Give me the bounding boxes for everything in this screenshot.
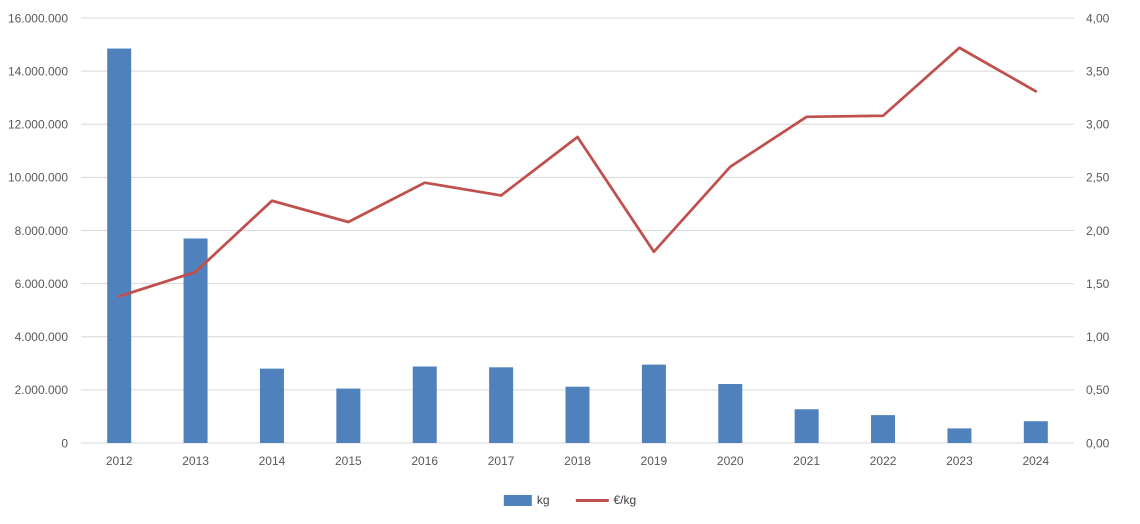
y-right-tick-label: 4,00 (1086, 11, 1110, 25)
x-tick-label-2014: 2014 (259, 454, 286, 468)
y-left-tick-label: 4.000.000 (15, 330, 69, 344)
legend-label-kg: kg (536, 493, 550, 507)
x-tick-label-2016: 2016 (411, 454, 438, 468)
line-series-swatch (575, 498, 609, 502)
y-left-tick-label: 16.000.000 (8, 11, 68, 25)
legend-item-eur-per-kg: €/kg (575, 493, 637, 507)
y-left-tick-label: 6.000.000 (15, 277, 69, 291)
y-right-tick-label: 3,50 (1086, 64, 1110, 78)
gridlines (81, 17, 1074, 444)
y-right-tick-label: 2,50 (1086, 171, 1110, 185)
bar-2013 (183, 238, 208, 443)
x-tick-label-2017: 2017 (488, 454, 515, 468)
bar-2024 (1023, 421, 1048, 443)
x-tick-label-2024: 2024 (1022, 454, 1049, 468)
bar-2021 (794, 409, 819, 443)
bar-series-swatch (503, 494, 532, 506)
x-tick-label-2019: 2019 (641, 454, 668, 468)
y-left-tick-label: 10.000.000 (8, 171, 68, 185)
x-tick-label-2015: 2015 (335, 454, 362, 468)
y-right-tick-label: 3,00 (1086, 118, 1110, 132)
bar-2022 (871, 415, 896, 443)
x-tick-label-2021: 2021 (793, 454, 820, 468)
bar-2015 (336, 388, 361, 443)
bar-2023 (947, 428, 972, 443)
x-tick-label-2018: 2018 (564, 454, 591, 468)
y-right-tick-label: 1,00 (1086, 330, 1110, 344)
y-right-tick-label: 1,50 (1086, 277, 1110, 291)
y-left-tick-label: 2.000.000 (15, 383, 69, 397)
y-right-tick-label: 0,50 (1086, 383, 1110, 397)
legend-label-eur-per-kg: €/kg (613, 493, 637, 507)
bar-2020 (718, 384, 743, 443)
y-left-tick-label: 8.000.000 (15, 224, 69, 238)
y-left-tick-label: 12.000.000 (8, 118, 68, 132)
x-tick-label-2022: 2022 (870, 454, 897, 468)
y-left-tick-label: 0 (61, 436, 68, 450)
y-right-tick-label: 2,00 (1086, 224, 1110, 238)
line-series-eur-per-kg (117, 46, 1038, 298)
bar-2017 (489, 367, 514, 443)
y-right-tick-label: 0,00 (1086, 436, 1110, 450)
chart-legend: kg €/kg (503, 493, 637, 507)
bar-2014 (259, 368, 284, 443)
x-tick-label-2020: 2020 (717, 454, 744, 468)
x-tick-label-2013: 2013 (182, 454, 209, 468)
x-axis-tick-labels: 2012 2013 2014 2015 2016 2017 2018 2019 2020 2021… (106, 454, 1050, 468)
y-left-tick-label: 14.000.000 (8, 64, 68, 78)
x-tick-label-2012: 2012 (106, 454, 133, 468)
y-axis-left-tick-labels: 0 2.000.000 4.000.000 6.000.000 8.000.000 10.… (8, 11, 68, 450)
bar-2019 (641, 364, 666, 443)
bar-2016 (412, 366, 437, 443)
x-tick-label-2023: 2023 (946, 454, 973, 468)
bar-2018 (565, 386, 590, 443)
bar-series-kg (107, 48, 1048, 443)
bar-2012 (107, 48, 132, 443)
legend-item-kg: kg (503, 493, 550, 507)
y-axis-right-tick-labels: 0,00 0,50 1,00 1,50 2,00 2,50 3,00 3,50 4,00 (1086, 11, 1110, 450)
